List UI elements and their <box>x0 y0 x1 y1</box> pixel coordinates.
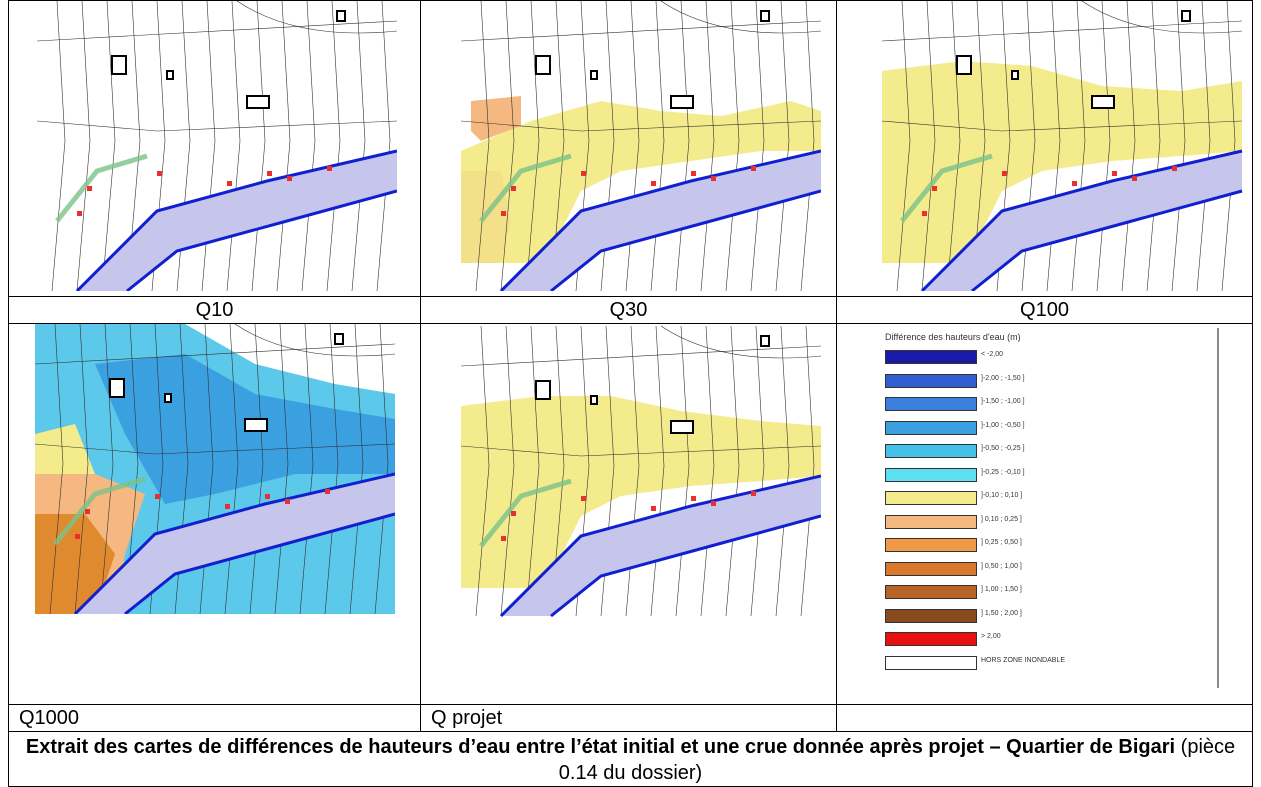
legend-swatch <box>885 608 977 623</box>
label-q1000: Q1000 <box>8 704 421 732</box>
figure-caption: Extrait des cartes de différences de hau… <box>8 731 1253 787</box>
legend-swatch <box>885 444 977 458</box>
legend-swatch <box>885 538 977 552</box>
map-cell-q30 <box>420 0 837 297</box>
legend-label: > 2,00 <box>981 633 1001 640</box>
legend-swatch <box>885 397 977 411</box>
legend-label: ]-0,50 ; -0,25 ] <box>981 445 1025 452</box>
figure-table: Q10 Q30 Q100 Différence des hauteurs d'e… <box>8 0 1253 787</box>
legend-label: ] 1,50 ; 2,00 ] <box>981 609 1022 617</box>
empty-label-cell <box>836 704 1253 732</box>
legend-swatch <box>885 420 977 435</box>
legend-cell: Différence des hauteurs d'eau (m) < -2,0… <box>836 323 1253 705</box>
legend-swatch <box>885 350 977 364</box>
legend-label: ]-1,00 ; -0,50 ] <box>981 421 1025 429</box>
flood-map-q1000 <box>35 324 395 614</box>
flood-map-q30 <box>461 1 821 291</box>
caption-bold: Extrait des cartes de différences de hau… <box>25 736 1176 758</box>
legend-swatch <box>885 655 977 670</box>
legend-swatch <box>885 632 977 646</box>
legend-swatch <box>885 561 977 576</box>
legend-title: Différence des hauteurs d'eau (m) <box>885 332 1021 342</box>
legend-label: ]-2,00 ; -1,50 ] <box>981 374 1025 382</box>
legend-swatch <box>885 585 977 599</box>
legend-label: < -2,00 <box>981 351 1003 358</box>
map-cell-q100 <box>836 0 1253 297</box>
legend-label: ] 1,00 ; 1,50 ] <box>981 586 1022 593</box>
flood-map-qprojet <box>461 325 821 618</box>
label-q10: Q10 <box>8 296 421 324</box>
map-legend: Différence des hauteurs d'eau (m) < -2,0… <box>865 328 1219 688</box>
label-q30: Q30 <box>420 296 837 324</box>
legend-label: HORS ZONE INONDABLE <box>981 656 1066 664</box>
map-cell-qprojet <box>420 323 837 705</box>
map-cell-q10 <box>8 0 421 297</box>
flood-map-q100 <box>881 1 1243 291</box>
legend-label: ] 0,25 ; 0,50 ] <box>981 539 1022 546</box>
legend-label: ]-1,50 ; -1,00 ] <box>981 398 1025 405</box>
map-cell-q1000 <box>8 323 421 705</box>
flood-map-q10 <box>37 1 397 291</box>
legend-label: ]-0,25 ; -0,10 ] <box>981 468 1025 476</box>
legend-swatch <box>885 514 977 529</box>
legend-swatch <box>885 373 977 388</box>
legend-swatch <box>885 467 977 482</box>
caption-normal: (pièce 0.14 du dossier) <box>558 736 1236 784</box>
label-q100: Q100 <box>836 296 1253 324</box>
legend-swatch <box>885 491 977 505</box>
legend-label: ] 0,50 ; 1,00 ] <box>981 562 1022 570</box>
legend-label: ] 0,10 ; 0,25 ] <box>981 515 1022 523</box>
legend-label: ]-0,10 ; 0,10 ] <box>981 492 1023 499</box>
label-qprojet: Q projet <box>420 704 837 732</box>
